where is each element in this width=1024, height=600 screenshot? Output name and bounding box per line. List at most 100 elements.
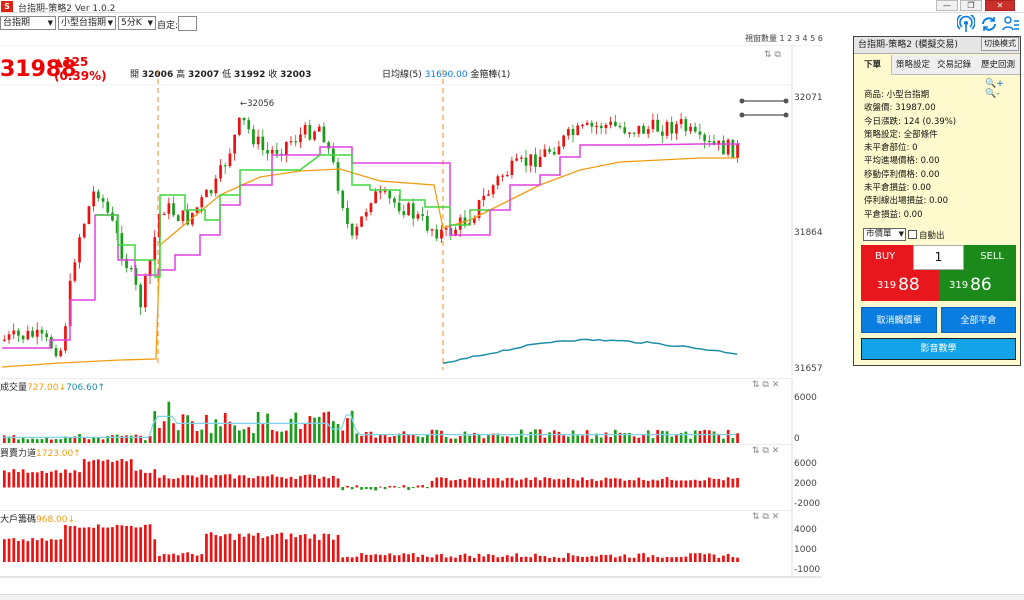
volume-bar (256, 412, 260, 443)
candle-body (200, 197, 204, 208)
candle-body (308, 125, 312, 140)
close-button[interactable]: ✕ (985, 0, 1015, 11)
broadcast-icon[interactable] (957, 15, 975, 33)
open-label: 開 (130, 70, 140, 80)
contract-select[interactable]: 小型台指期 ▼ (58, 16, 116, 30)
force-bar (97, 459, 100, 488)
bigplayer-bar (458, 554, 462, 562)
candle-body (73, 262, 77, 281)
force-bar (364, 487, 368, 490)
candle-body (708, 140, 711, 143)
bigplayer-legend: 大戶籌碼968.00↓ (0, 512, 75, 525)
volume-bar (393, 435, 396, 443)
product-select-value: 台指期 (3, 18, 31, 28)
volume-bar (35, 439, 39, 443)
force-bar (125, 461, 128, 488)
buy-label: BUY (875, 251, 896, 262)
bigplayer-bar (722, 555, 725, 562)
close-all-button[interactable]: 全部平倉 (941, 307, 1016, 333)
candle-body (599, 125, 603, 129)
switch-mode-button[interactable]: 切換模式 (981, 37, 1019, 51)
candle-body (336, 162, 340, 191)
volume-bar (252, 433, 255, 443)
volume-bar (299, 429, 302, 443)
refresh-icon[interactable] (980, 15, 998, 33)
bigplayer-bar (186, 552, 189, 562)
bigplayer-bar (397, 555, 401, 562)
video-tutorial-button[interactable]: 影音教學 (861, 338, 1016, 360)
force-bar (693, 479, 697, 488)
force-bar (646, 480, 650, 488)
bigplayer-bar (280, 532, 283, 562)
force-bar (12, 469, 16, 488)
minimize-button[interactable]: — (936, 0, 958, 11)
bigplayer-bar (176, 555, 180, 562)
stick-label: 金箍棒(1) (470, 70, 511, 80)
candle-body (3, 339, 6, 341)
zoom-controls[interactable]: 🔍+ 🔍- (985, 79, 1004, 99)
checkbox-box[interactable] (908, 230, 917, 239)
tab-order[interactable]: 下單 (854, 55, 892, 75)
interval-select[interactable]: 5分K ▼ (118, 16, 156, 30)
bigplayer-bar (191, 554, 194, 562)
bigplayer-bar (172, 553, 175, 562)
candle-body (111, 212, 114, 221)
app-logo: S (1, 1, 13, 12)
candle-body (129, 268, 133, 270)
bigplayer-panel-tools[interactable]: ⇅ ⧉ ✕ (752, 512, 780, 522)
bigplayer-bar (73, 525, 77, 562)
volume-bar (223, 413, 227, 443)
volume-value-2: 706.60↑ (66, 383, 106, 393)
candle-body (186, 210, 189, 225)
candle-body (346, 207, 349, 225)
force-panel-tools[interactable]: ⇅ ⧉ ✕ (752, 446, 780, 456)
candlestick-chart[interactable]: 32071 31864 31657 ←32056 T (0, 45, 822, 375)
custom-input[interactable] (178, 16, 197, 31)
window-count-selector[interactable]: 視窗數量 1 2 3 4 5 6 (745, 34, 823, 43)
volume-panel-tools[interactable]: ⇅ ⧉ ✕ (752, 380, 780, 390)
candle-body (407, 203, 410, 216)
tab-trade-records[interactable]: 交易記錄 (936, 60, 971, 70)
candle-body (350, 224, 354, 236)
product-select[interactable]: 台指期 ▼ (0, 16, 56, 30)
volume-bar (402, 431, 406, 443)
big-tick-bottom: -1000 (794, 565, 820, 575)
high-value: 32007 (187, 70, 220, 80)
user-list-icon[interactable] (1002, 15, 1020, 33)
bigplayer-chart: 4000 1000 -1000 (0, 510, 822, 578)
order-type-select[interactable]: 市價單 ▼ (863, 228, 906, 241)
auto-exit-checkbox[interactable]: 自動出 (908, 229, 945, 241)
quantity-input[interactable]: 1 (913, 245, 964, 270)
volume-bar (167, 401, 171, 443)
volume-bar (411, 434, 415, 443)
volume-bar (473, 432, 476, 443)
main-chart-tools[interactable]: ⇅ ⧉ (764, 50, 781, 60)
candle-body (449, 228, 453, 236)
force-bar (308, 474, 312, 488)
volume-bar (369, 431, 373, 443)
volume-bar (54, 439, 58, 443)
restore-button[interactable]: ❐ (960, 0, 982, 11)
candle-body (661, 131, 664, 136)
force-bar (581, 477, 584, 488)
volume-bar (599, 437, 603, 443)
volume-bar (238, 430, 241, 443)
low-label: 低 (222, 70, 232, 80)
info-today-change: 今日漲跌: 124 (0.39%) (864, 116, 957, 127)
tab-strategy-settings[interactable]: 策略設定 (895, 60, 930, 70)
bigplayer-bar (538, 555, 542, 562)
high-label: 高 (176, 70, 186, 80)
force-bar (689, 480, 692, 488)
bigplayer-bar (195, 555, 199, 562)
candle-body (247, 120, 251, 130)
cancel-trigger-order-button[interactable]: 取消觸價單 (861, 307, 937, 333)
candle-body (698, 131, 702, 135)
big-tick-top: 4000 (794, 525, 817, 535)
force-bar (186, 475, 189, 488)
window-title: 台指期-策略2 Ver 1.0.2 (18, 4, 116, 14)
volume-bar (614, 429, 617, 443)
force-bar (7, 472, 11, 488)
volume-bar (233, 425, 236, 443)
force-bar (562, 479, 565, 488)
tab-backtest[interactable]: 歷史回測 (980, 60, 1015, 70)
